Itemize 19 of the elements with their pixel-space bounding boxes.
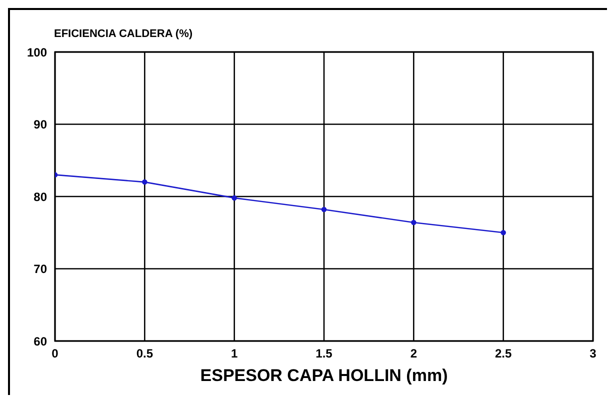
x-tick-label: 1: [230, 346, 238, 361]
x-tick-label: 0: [52, 346, 59, 361]
point: [411, 220, 416, 226]
x-tick-label: 2: [410, 346, 418, 361]
y-axis-title: EFICIENCIA CALDERA (%): [54, 28, 193, 40]
y-tick-label: 100: [26, 45, 48, 60]
y-tick-label: 60: [34, 334, 48, 348]
x-tick-label: 0.5: [136, 346, 154, 361]
y-tick-label: 80: [34, 190, 48, 204]
x-tick-label: 1.5: [316, 346, 333, 361]
x-tick-label: 3: [590, 346, 597, 361]
y-tick-label: 70: [34, 262, 48, 276]
point: [232, 195, 237, 201]
point: [321, 206, 327, 212]
point: [500, 230, 506, 236]
x-tick-label: 2.5: [494, 346, 512, 361]
x-axis-title: ESPESOR CAPA HOLLIN (mm): [200, 366, 448, 385]
point: [142, 179, 148, 185]
y-tick-label: 90: [34, 118, 48, 132]
